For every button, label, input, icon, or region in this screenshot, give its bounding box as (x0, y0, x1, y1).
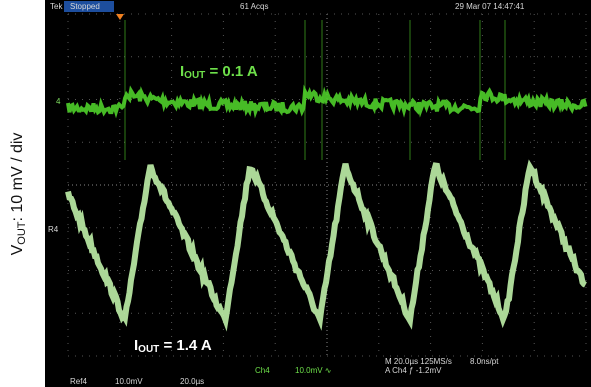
status: Stopped (70, 2, 100, 11)
y-label-sub: OUT (16, 221, 28, 245)
resolution: 8.0ns/pt (470, 357, 499, 366)
timebase: M 20.0µs 125MS/s (385, 357, 452, 366)
ref-marker: R4 (48, 225, 59, 234)
ann-sub: OUT (138, 344, 159, 355)
page: {"header": {"scope": "Tek", "status": "S… (0, 0, 591, 387)
ref: Ref4 (70, 377, 87, 386)
channel-scale: 10.0mV ∿ (295, 366, 332, 375)
channel: Ch4 (255, 366, 270, 375)
ann-sub: OUT (184, 70, 205, 81)
y-label-main: V (9, 244, 26, 255)
ann-rest: = 1.4 A (159, 337, 212, 354)
scope-brand: Tek (50, 2, 63, 11)
y-label-rest: : 10 mV / div (9, 133, 26, 222)
y-axis-label: VOUT: 10 mV / div (9, 133, 28, 256)
channel-marker: 4 (56, 97, 61, 106)
acquisitions: 61 Acqs (240, 2, 268, 11)
ref-scale: 10.0mV (115, 377, 143, 386)
timestamp: 29 Mar 07 14:47:41 (455, 2, 525, 11)
scope-screen (45, 0, 591, 387)
ann-rest: = 0.1 A (205, 63, 258, 80)
figure: Tek Stopped 61 Acqs 29 Mar 07 14:47:41 V… (0, 0, 591, 387)
ref-time: 20.0µs (180, 377, 204, 386)
trigger: A Ch4 ƒ -1.2mV (385, 366, 442, 375)
